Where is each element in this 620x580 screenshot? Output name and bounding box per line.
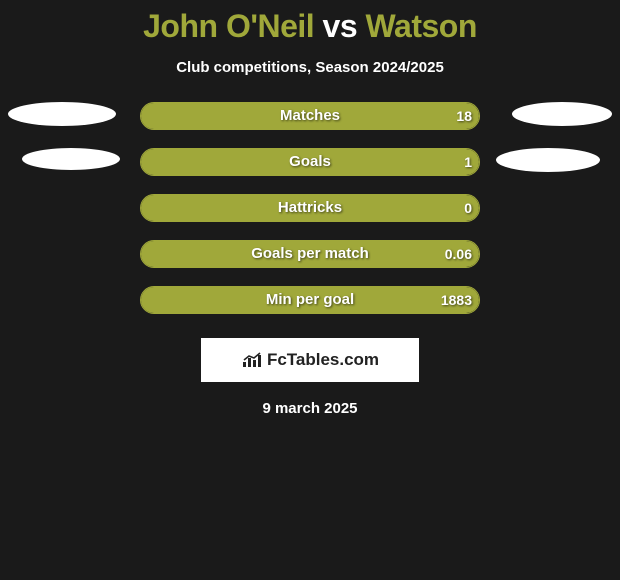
stat-row: Matches18 — [0, 102, 620, 148]
decor-ellipse-left — [8, 102, 116, 126]
subtitle: Club competitions, Season 2024/2025 — [0, 59, 620, 76]
title-player2: Watson — [366, 8, 477, 44]
stat-value-right: 18 — [456, 102, 472, 130]
page-title: John O'Neil vs Watson — [0, 0, 620, 51]
stat-row: Min per goal1883 — [0, 286, 620, 332]
stat-value-right: 0.06 — [445, 240, 472, 268]
stat-value-right: 1 — [464, 148, 472, 176]
chart-icon — [241, 351, 263, 369]
date-line: 9 march 2025 — [0, 400, 620, 417]
stat-row: Goals1 — [0, 148, 620, 194]
stat-value-right: 0 — [464, 194, 472, 222]
stat-label: Min per goal — [140, 286, 480, 314]
decor-ellipse-left — [22, 148, 120, 170]
decor-ellipse-right — [512, 102, 612, 126]
stat-label: Goals — [140, 148, 480, 176]
brand-badge: FcTables.com — [201, 338, 419, 382]
stat-label: Goals per match — [140, 240, 480, 268]
title-player1: John O'Neil — [143, 8, 314, 44]
stat-label: Matches — [140, 102, 480, 130]
title-vs: vs — [323, 8, 358, 44]
stat-value-right: 1883 — [441, 286, 472, 314]
stat-label: Hattricks — [140, 194, 480, 222]
stats-container: Matches18Goals1Hattricks0Goals per match… — [0, 102, 620, 332]
stat-row: Goals per match0.06 — [0, 240, 620, 286]
decor-ellipse-right — [496, 148, 600, 172]
brand-text: FcTables.com — [267, 350, 379, 370]
stat-row: Hattricks0 — [0, 194, 620, 240]
